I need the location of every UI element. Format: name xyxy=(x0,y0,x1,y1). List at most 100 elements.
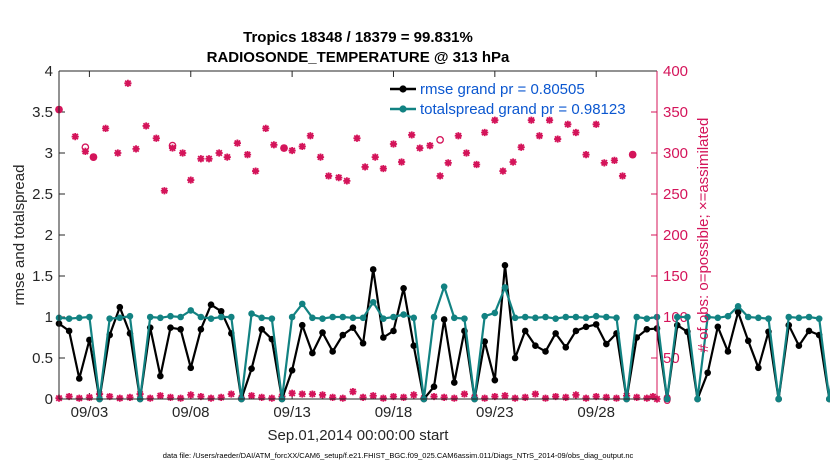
series-point-1 xyxy=(734,303,742,310)
obs-assimilated-high xyxy=(572,128,580,137)
obs-possible-high xyxy=(436,136,444,144)
obs-count-markers xyxy=(55,79,661,403)
series-point-0 xyxy=(481,338,488,345)
obs-assimilated-high xyxy=(444,159,452,167)
obs-assimilated-low xyxy=(75,394,83,402)
obs-assimilated-high xyxy=(89,153,98,161)
obs-possible-high xyxy=(89,153,98,161)
series-point-1 xyxy=(430,313,438,321)
series-point-0 xyxy=(207,301,215,309)
series-point-1 xyxy=(380,315,387,322)
series-point-1 xyxy=(268,315,276,322)
series-point-1 xyxy=(826,395,830,403)
obs-assimilated-high xyxy=(223,153,231,161)
obs-assimilated-low xyxy=(65,392,73,401)
series-point-1 xyxy=(511,314,519,322)
obs-assimilated-high xyxy=(152,134,160,142)
series-point-0 xyxy=(805,327,813,335)
series-point-1 xyxy=(248,310,255,318)
series-point-0 xyxy=(359,339,367,347)
series-point-1 xyxy=(288,313,296,321)
obs-assimilated-high xyxy=(71,133,79,141)
series-point-1 xyxy=(684,313,691,321)
series-lines xyxy=(55,262,830,403)
series-point-1 xyxy=(572,313,580,321)
y-axis-left-ticks: 0 0.5 1 1.5 2 2.5 3 3.5 4 xyxy=(32,63,65,408)
y-right-tick-label: 350 xyxy=(663,104,688,121)
series-point-1 xyxy=(633,313,641,321)
obs-assimilated-high xyxy=(371,153,379,161)
obs-assimilated-high xyxy=(416,144,424,152)
obs-assimilated-high xyxy=(610,156,619,164)
obs-possible-high xyxy=(628,150,637,159)
obs-assimilated-low xyxy=(359,393,367,401)
series-point-1 xyxy=(603,313,610,321)
series-point-1 xyxy=(491,309,499,317)
obs-assimilated-high xyxy=(454,132,462,140)
obs-assimilated-low xyxy=(572,391,580,399)
obs-assimilated-high xyxy=(629,151,637,159)
series-point-0 xyxy=(339,331,347,339)
obs-assimilated-high xyxy=(397,158,406,166)
obs-assimilated-high xyxy=(124,79,132,87)
series-point-1 xyxy=(217,313,225,321)
obs-assimilated-low xyxy=(511,394,519,402)
series-point-0 xyxy=(248,365,255,372)
obs-assimilated-low xyxy=(400,393,408,401)
obs-assimilated-high xyxy=(554,135,562,143)
plot-background xyxy=(59,71,657,399)
obs-assimilated-low xyxy=(562,393,570,401)
obs-assimilated-low xyxy=(582,394,590,402)
series-point-1 xyxy=(390,313,397,321)
series-point-0 xyxy=(410,342,418,350)
x-tick-label: 09/28 xyxy=(577,404,615,421)
obs-assimilated-high xyxy=(361,163,369,171)
obs-assimilated-low xyxy=(85,393,94,401)
y-left-tick-label: 3 xyxy=(45,145,53,162)
series-point-1 xyxy=(562,313,570,321)
series-point-0 xyxy=(369,266,377,273)
series-point-1 xyxy=(613,314,620,322)
obs-assimilated-low xyxy=(146,394,154,402)
series-point-0 xyxy=(521,327,529,335)
obs-assimilated-low xyxy=(227,390,235,398)
y-left-tick-label: 3.5 xyxy=(32,104,53,121)
obs-assimilated-high xyxy=(462,149,471,157)
series-point-1 xyxy=(258,314,266,322)
footer-data-file: data file: /Users/raeder/DAI/ATM_forcXX/… xyxy=(163,451,634,460)
obs-assimilated-high xyxy=(252,167,260,175)
obs-assimilated-high xyxy=(233,139,241,147)
x-axis-label: Sep.01,2014 00:00:00 start xyxy=(268,427,450,444)
obs-assimilated-low xyxy=(156,392,164,400)
y-left-tick-label: 2 xyxy=(45,227,53,244)
series-point-1 xyxy=(481,312,488,320)
series-point-0 xyxy=(329,348,336,355)
obs-assimilated-high xyxy=(426,142,434,150)
obs-assimilated-low xyxy=(491,392,499,401)
legend-rmse-marker xyxy=(399,85,407,93)
series-point-1 xyxy=(126,312,134,320)
obs-assimilated-high xyxy=(262,124,270,132)
series-point-1 xyxy=(704,313,711,321)
obs-assimilated-low xyxy=(106,392,114,401)
series-point-1 xyxy=(319,315,326,322)
series-point-0 xyxy=(542,348,549,355)
obs-assimilated-high xyxy=(160,187,169,195)
x-tick-label: 09/18 xyxy=(375,404,413,421)
y-left-tick-label: 0.5 xyxy=(32,350,53,367)
obs-assimilated-low xyxy=(126,393,134,401)
series-point-0 xyxy=(288,367,296,374)
obs-possible-high xyxy=(168,141,177,150)
series-point-0 xyxy=(309,349,316,357)
x-tick-label: 09/13 xyxy=(273,404,311,421)
obs-assimilated-high xyxy=(288,146,296,155)
obs-assimilated-high xyxy=(592,120,600,128)
series-point-1 xyxy=(765,315,772,322)
obs-assimilated-high xyxy=(298,142,306,151)
series-point-1 xyxy=(461,315,468,322)
y-left-tick-label: 1.5 xyxy=(32,268,53,285)
series-point-0 xyxy=(744,337,752,345)
series-point-1 xyxy=(805,313,813,321)
series-point-1 xyxy=(815,315,823,322)
series-point-1 xyxy=(329,313,336,321)
